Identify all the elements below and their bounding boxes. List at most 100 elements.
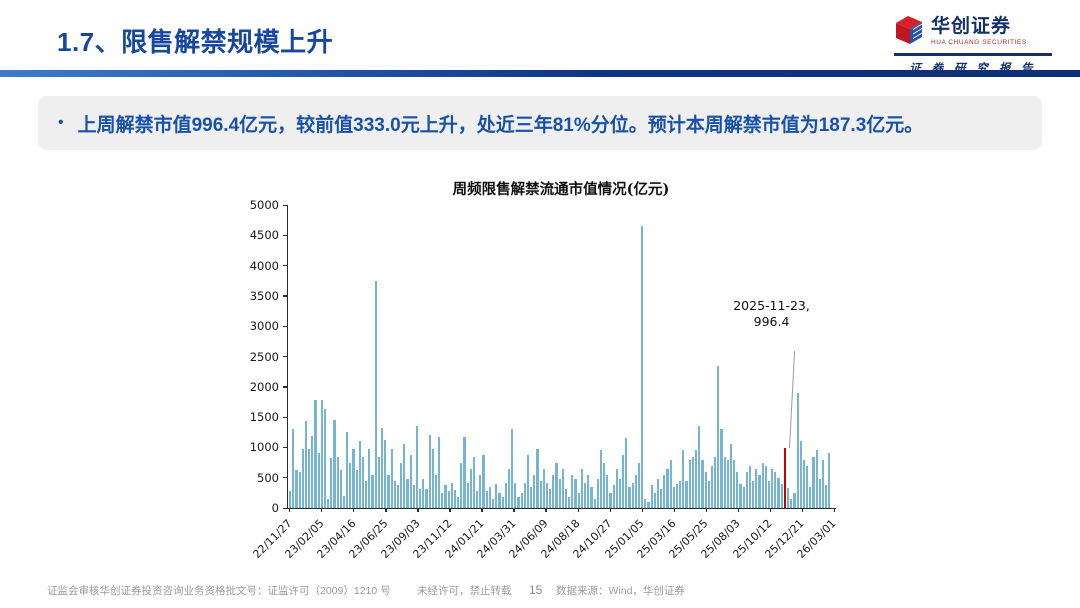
- bar: [660, 488, 663, 508]
- company-logo: 华创证券 HUA CHUANG SECURITIES 证 券 研 究 报 告: [894, 13, 1052, 76]
- bar: [463, 436, 466, 508]
- bar: [552, 474, 555, 508]
- bar: [739, 483, 742, 508]
- page-number: 15: [529, 583, 543, 597]
- y-tick-label: 1500: [249, 410, 279, 425]
- bar: [583, 482, 587, 508]
- bar: [666, 468, 669, 508]
- bar: [400, 462, 403, 508]
- bar: [365, 480, 368, 508]
- bar: [742, 486, 745, 508]
- bar: [406, 478, 409, 508]
- bar: [590, 486, 593, 508]
- x-tick-mark: [801, 508, 804, 512]
- bar: [492, 498, 495, 508]
- bar-chart: 周频限售解禁流通市值情况(亿元) 0 500 1000 1500 2000 2500 300…: [245, 176, 905, 584]
- bar: [377, 456, 380, 508]
- summary-text: 上周解禁市值996.4亿元，较前值333.0元上升，处近三年81%分位。预计本周…: [77, 114, 924, 136]
- bar: [422, 478, 425, 508]
- bar: [349, 462, 352, 508]
- bar: [663, 474, 666, 508]
- bar: [625, 438, 628, 508]
- x-tick-mark: [673, 508, 675, 512]
- bar: [393, 480, 396, 508]
- y-tick-mark: [283, 446, 288, 449]
- bar: [476, 491, 479, 508]
- bar: [320, 400, 323, 508]
- bar: [736, 471, 739, 508]
- bar: [517, 497, 520, 508]
- bar: [533, 474, 536, 508]
- bar: [403, 444, 406, 508]
- footer-notice: 未经许可，禁止转载: [417, 585, 512, 597]
- bar: [472, 456, 476, 508]
- bar: [530, 486, 533, 508]
- y-tick-mark: [283, 204, 288, 206]
- bar: [352, 448, 355, 508]
- chart-title: 周频限售解禁流通市值情况(亿元): [452, 181, 670, 198]
- bar: [669, 459, 672, 508]
- bar: [691, 456, 694, 508]
- bar: [612, 484, 615, 508]
- bar: [818, 478, 821, 508]
- bar: [447, 491, 450, 508]
- bar: [396, 484, 400, 508]
- bar: [330, 458, 333, 508]
- bar: [501, 497, 504, 508]
- bar: [622, 454, 625, 508]
- bar: [618, 478, 622, 508]
- bar: [799, 441, 802, 508]
- bar: [806, 465, 809, 508]
- annotation: 2025-11-23, 996.4: [697, 298, 847, 332]
- bar: [368, 448, 371, 508]
- bar: [821, 459, 825, 508]
- bar: [707, 480, 710, 508]
- bar: [771, 468, 774, 508]
- y-tick-mark: [283, 356, 288, 358]
- bar: [568, 497, 571, 508]
- y-tick-mark: [283, 265, 288, 267]
- bar: [371, 474, 374, 508]
- bar: [777, 477, 780, 508]
- bar: [415, 426, 419, 508]
- bar: [675, 483, 679, 508]
- bar: [596, 478, 599, 508]
- bar: [495, 483, 498, 508]
- y-tick-label: 1000: [249, 440, 279, 455]
- x-tick-mark: [353, 508, 355, 512]
- bar: [409, 454, 412, 508]
- bar: [317, 453, 320, 508]
- bar: [723, 456, 726, 508]
- bar: [412, 484, 415, 508]
- bar: [542, 468, 545, 508]
- bar: [726, 459, 729, 508]
- bar: [571, 474, 574, 508]
- bar: [606, 474, 609, 508]
- bar: [577, 492, 580, 508]
- bar: [333, 420, 336, 508]
- bar: [523, 482, 526, 508]
- annotation-date: 2025-11-23,: [733, 297, 810, 313]
- bar: [460, 462, 463, 508]
- bar: [695, 450, 698, 508]
- bar: [479, 474, 482, 508]
- bar: [555, 462, 558, 508]
- bar: [450, 482, 453, 508]
- highlight-bar: [783, 447, 786, 508]
- bar: [729, 444, 733, 508]
- bar: [752, 480, 755, 508]
- bar: [701, 459, 704, 508]
- bar: [289, 491, 292, 508]
- y-tick-label: 2000: [249, 379, 279, 394]
- bar: [558, 478, 561, 508]
- bar: [628, 486, 631, 508]
- bar: [767, 480, 771, 508]
- bar: [308, 448, 311, 508]
- bar: [780, 483, 783, 508]
- bar: [434, 474, 438, 508]
- x-tick-mark: [321, 508, 323, 512]
- y-tick-label: 5000: [249, 198, 279, 212]
- logo-name-en: HUA CHUANG SECURITIES: [931, 38, 1027, 46]
- bar: [507, 468, 511, 508]
- bar: [431, 448, 434, 508]
